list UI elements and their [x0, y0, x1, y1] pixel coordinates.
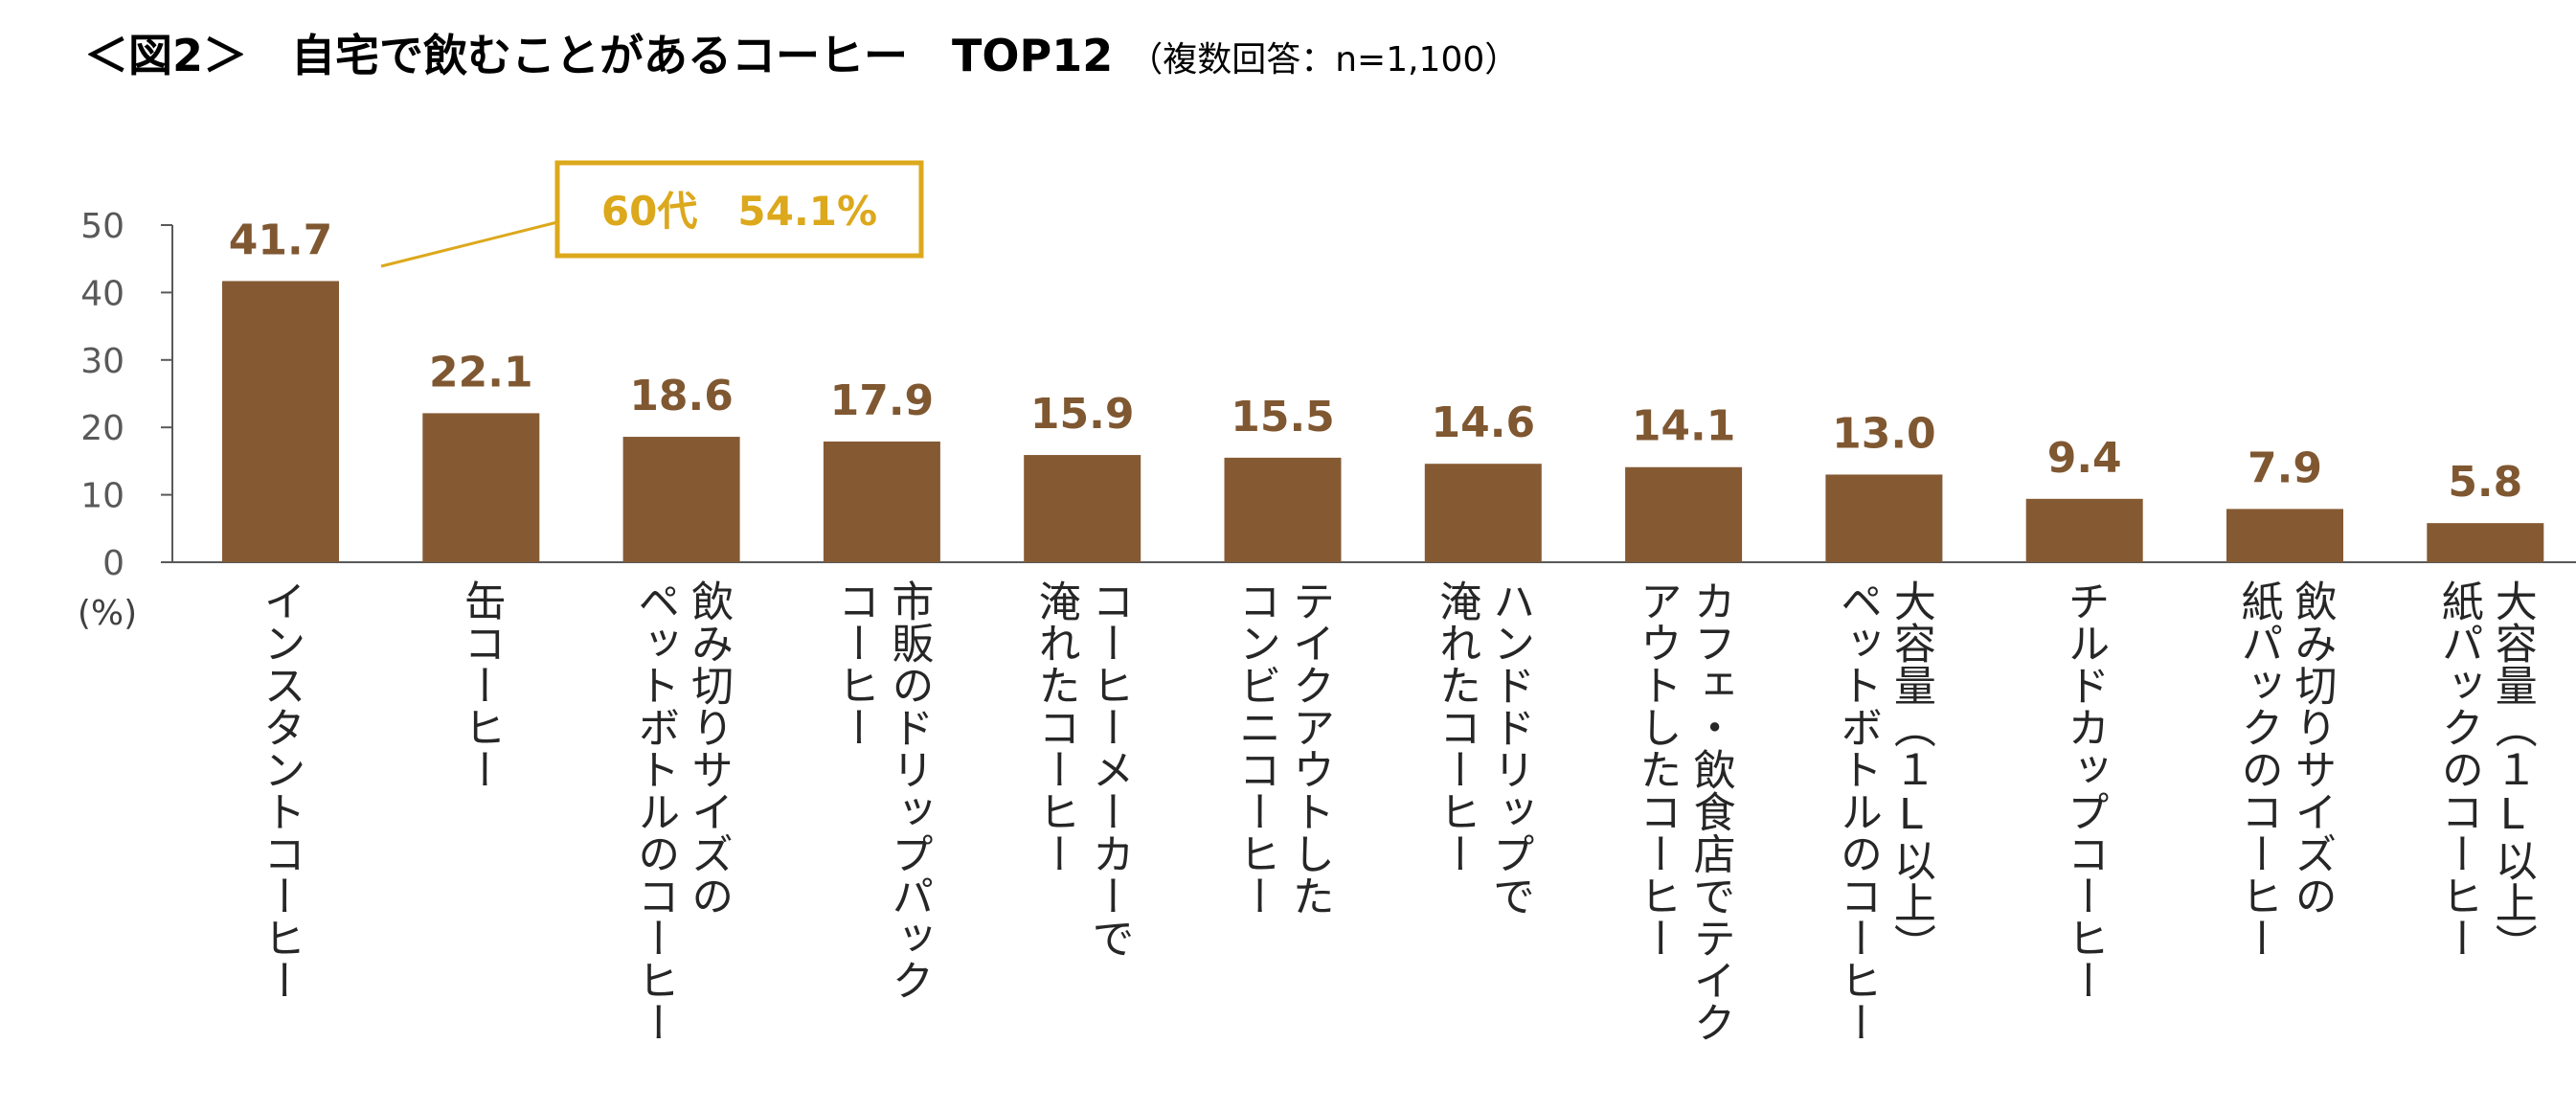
category-label: 飲み切りサイズの: [2288, 579, 2337, 917]
category-label: 紙パックのコーヒー: [2234, 579, 2283, 959]
category-label: コーヒーメーカーで: [1085, 579, 1134, 959]
category-label: コンビニコーヒー: [1232, 579, 1280, 917]
value-label: 41.7: [229, 216, 333, 264]
bar: [1024, 455, 1141, 562]
callout-leader-line: [380, 220, 558, 268]
value-label: 15.9: [1030, 390, 1135, 439]
y-tick-label: 0: [102, 544, 124, 583]
bar: [823, 441, 940, 562]
bar: [2025, 498, 2143, 562]
category-label: アウトしたコーヒー: [1633, 579, 1682, 959]
bar: [1224, 457, 1342, 562]
callout-text: 60代 54.1%: [601, 188, 877, 235]
category-label: 淹れたコーヒー: [1031, 579, 1080, 874]
y-axis-unit: (%): [78, 594, 137, 633]
category-label: 淹れたコーヒー: [1432, 579, 1480, 874]
value-label: 15.5: [1231, 393, 1335, 442]
callout-box: [554, 160, 924, 259]
category-label: 市販のドリップパック: [884, 579, 933, 1001]
value-label: 5.8: [2448, 458, 2522, 507]
category-label: インスタントコーヒー: [257, 579, 305, 1001]
bar: [2226, 509, 2343, 562]
category-label: チルドカップコーヒー: [2060, 579, 2109, 1001]
category-label: ペットボトルのコーヒー: [1833, 579, 1882, 1043]
y-tick-label: 20: [80, 409, 124, 448]
chart-title: ＜図2＞ 自宅で飲むことがあるコーヒー TOP12 （複数回答：n=1,100）: [84, 21, 1519, 84]
y-tick-label: 30: [80, 342, 124, 381]
bar: [1825, 474, 1943, 562]
bar: [422, 413, 540, 562]
value-label: 9.4: [2047, 434, 2122, 483]
chart-title-sub: （複数回答：n=1,100）: [1128, 40, 1520, 79]
y-tick-label: 10: [80, 477, 124, 516]
category-label: 缶コーヒー: [457, 579, 506, 790]
bar: [1625, 466, 1743, 562]
category-label: 大容量（１L以上）: [2488, 579, 2537, 965]
value-label: 13.0: [1832, 409, 1936, 458]
y-tick-label: 40: [80, 274, 124, 313]
bar: [222, 281, 339, 562]
category-label: コーヒー: [830, 579, 879, 748]
bar: [1424, 464, 1542, 562]
category-label: ペットボトルのコーヒー: [630, 579, 679, 1043]
value-label: 14.1: [1632, 402, 1736, 451]
bar: [2427, 523, 2544, 562]
value-label: 7.9: [2248, 443, 2322, 492]
category-label: カフェ・飲食店でテイク: [1686, 579, 1735, 1043]
chart-title-main: ＜図2＞ 自宅で飲むことがあるコーヒー TOP12: [84, 30, 1114, 81]
category-label: 大容量（１L以上）: [1887, 579, 1935, 965]
bar: [622, 437, 740, 562]
category-label: テイクアウトした: [1285, 579, 1334, 917]
value-label: 17.9: [830, 376, 935, 425]
category-label: ハンドドリップで: [1485, 579, 1534, 917]
y-tick-label: 50: [80, 207, 124, 246]
category-label: 飲み切りサイズの: [684, 579, 733, 917]
value-label: 14.6: [1432, 398, 1536, 447]
value-label: 22.1: [429, 348, 533, 397]
category-label: 紙パックのコーヒー: [2434, 579, 2483, 959]
value-label: 18.6: [629, 372, 734, 420]
